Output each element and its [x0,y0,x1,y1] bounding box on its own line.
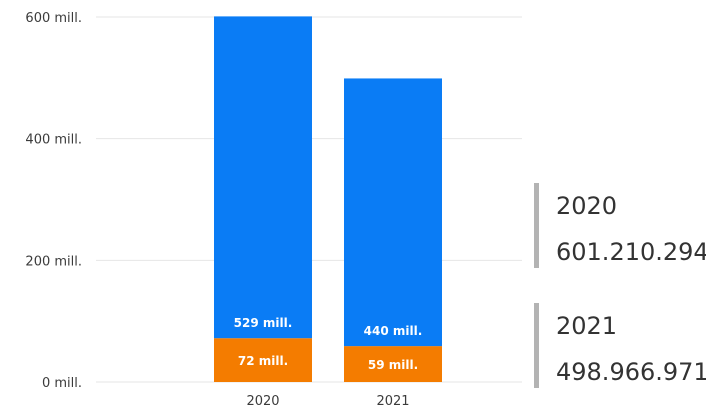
bar-segment[interactable] [214,338,312,382]
y-tick-label: 0 mill. [42,376,82,391]
x-tick-label: 2021 [376,394,409,409]
y-tick-label: 200 mill. [25,254,82,269]
x-tick-label: 2020 [246,394,279,409]
bar-segment[interactable] [344,346,442,382]
card-total-value: 498.966.971 [556,358,706,386]
bar-data-label: 440 mill. [364,324,423,338]
card-total-value: 601.210.294 [556,238,706,266]
y-tick-label: 600 mill. [25,11,82,26]
bar-segment[interactable] [344,78,442,347]
bar-data-label: 72 mill. [238,354,288,368]
bar-segment[interactable] [214,16,312,339]
card-year-label: 2021 [556,312,617,340]
card-accent-bar [534,303,539,388]
bar-data-label: 529 mill. [234,316,293,330]
bar-data-label: 59 mill. [368,358,418,372]
card-accent-bar [534,183,539,268]
y-tick-label: 400 mill. [25,133,82,148]
card-year-label: 2020 [556,192,617,220]
